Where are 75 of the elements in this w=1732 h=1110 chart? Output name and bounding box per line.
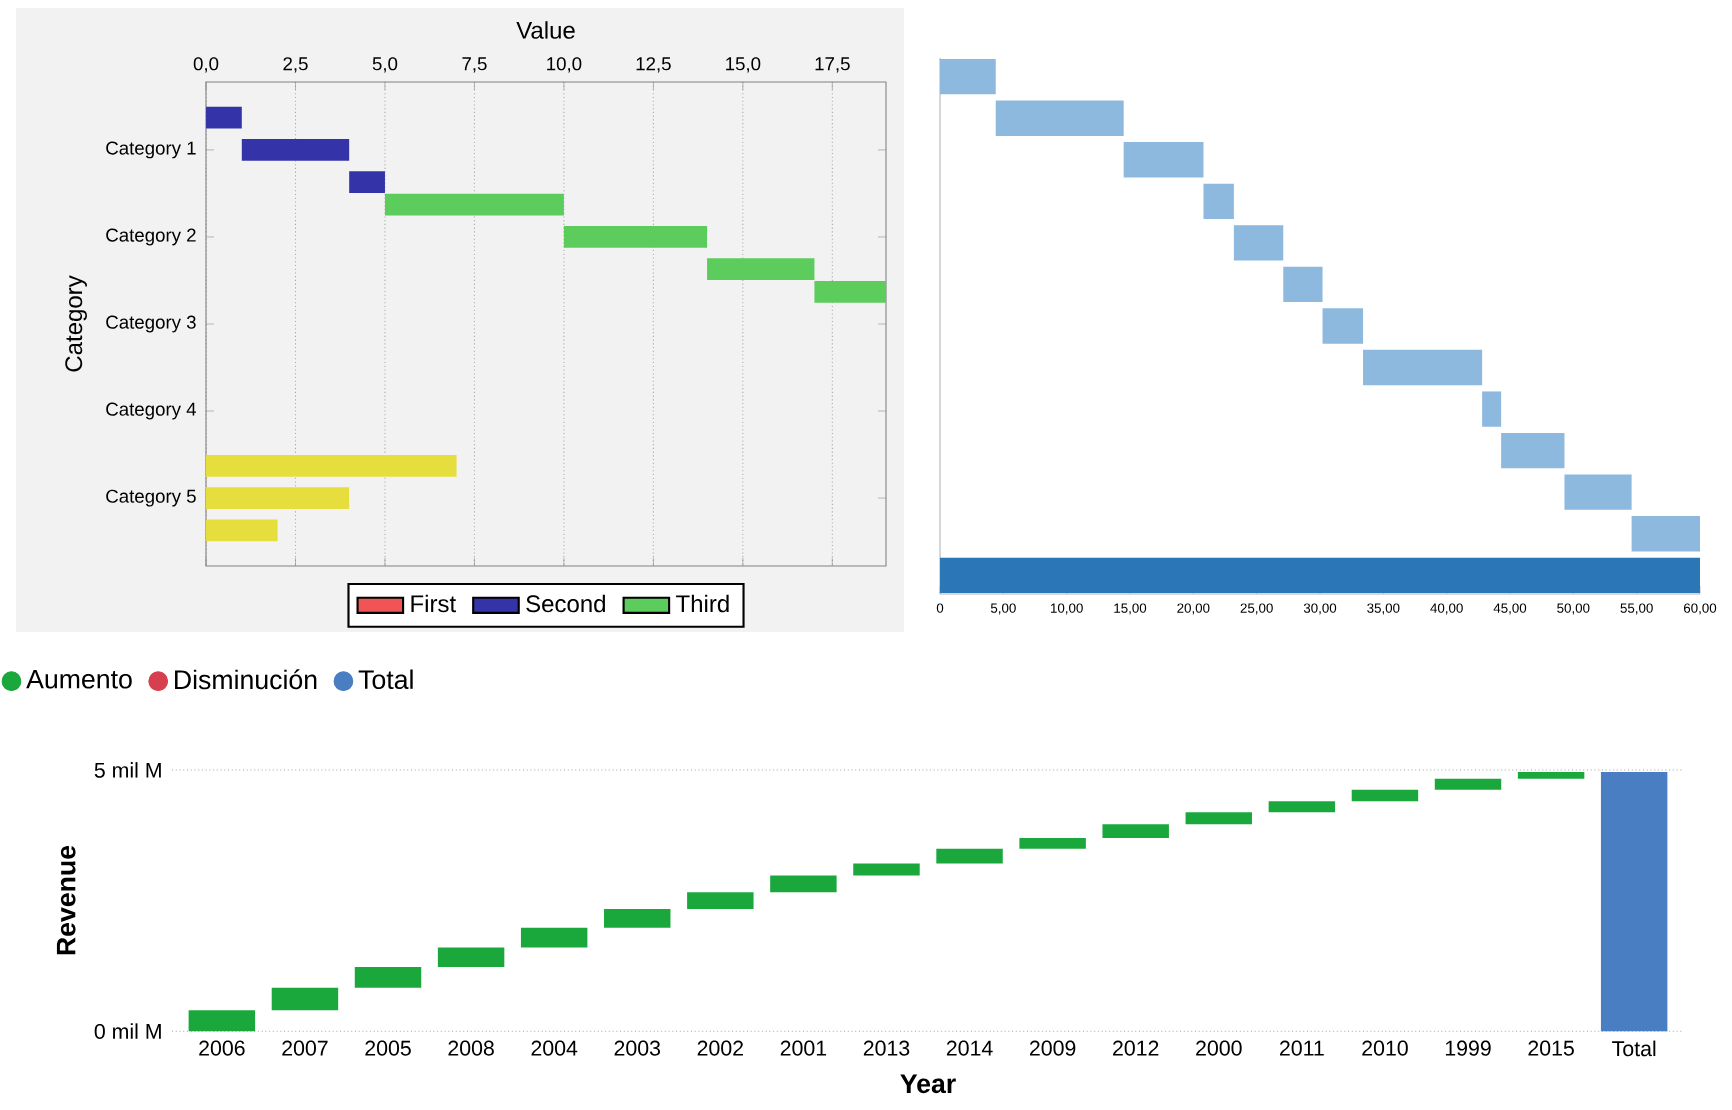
x-tick-label: 2012 (1113, 1040, 1159, 1056)
bar (1363, 349, 1483, 386)
bar (1564, 474, 1632, 510)
bar (1185, 812, 1253, 825)
bar (1233, 225, 1284, 261)
bar (1517, 772, 1585, 779)
bar (814, 280, 887, 303)
x-tick-label: 2005 (365, 1040, 411, 1056)
x-tick-label: 2011 (1280, 1040, 1324, 1056)
x-tick-label: 1999 (1445, 1040, 1491, 1056)
x-tick-label: 2003 (614, 1040, 661, 1056)
x-tick-label: 15,0 (726, 57, 761, 73)
legend-label: Disminución (175, 669, 317, 690)
bar (1501, 432, 1565, 469)
bar (354, 966, 422, 988)
y-tick-label: 0 mil M (94, 1023, 161, 1039)
bar (1434, 778, 1502, 790)
y-axis-title: Category (65, 275, 87, 372)
bar (604, 908, 671, 928)
x-tick-label: 2013 (863, 1040, 910, 1056)
bar (384, 193, 564, 216)
x-tick-label: 2014 (946, 1040, 993, 1056)
y-axis-title: Revenue (56, 845, 76, 955)
x-tick-label: 0,0 (193, 57, 219, 73)
legend-label: Second (526, 594, 605, 613)
bar (1203, 183, 1234, 219)
bar (1019, 837, 1086, 849)
x-tick-label: Total (1612, 1040, 1656, 1057)
bar (936, 848, 1003, 864)
bar (940, 59, 996, 95)
bar (188, 1010, 256, 1032)
x-tick-label: 2009 (1029, 1040, 1076, 1056)
bar (1268, 801, 1336, 813)
y-tick-label: Category 3 (106, 315, 196, 333)
x-axis-title: Year (900, 1074, 956, 1094)
x-tick-label: 2,5 (283, 57, 308, 73)
y-tick-label: Category 2 (106, 228, 196, 246)
x-tick-label: 5,0 (372, 57, 398, 73)
bar (1600, 772, 1668, 1032)
bar (437, 947, 505, 967)
bar (687, 892, 754, 909)
y-tick-label: 5 mil M (94, 762, 161, 778)
x-tick-label: 2000 (1196, 1040, 1242, 1056)
legend-label: First (411, 594, 456, 613)
x-tick-label: 2001 (780, 1040, 827, 1056)
bar (1482, 391, 1502, 427)
bar (520, 927, 588, 948)
legend-label: Aumento (26, 669, 132, 689)
x-tick-label: 2007 (282, 1040, 328, 1056)
x-tick-label: 7,5 (462, 57, 487, 73)
legend-label: Third (676, 594, 729, 613)
bar (1102, 824, 1169, 838)
x-tick-label: 2008 (448, 1040, 494, 1056)
x-tick-label: 2004 (531, 1040, 578, 1056)
x-tick-label: 2006 (199, 1040, 245, 1056)
bar (1631, 516, 1700, 552)
x-tick-label: 12,5 (636, 57, 671, 73)
bar (1123, 142, 1204, 178)
x-tick-label: 2010 (1362, 1040, 1408, 1056)
bar (1351, 789, 1419, 802)
bar (1283, 266, 1323, 303)
bar (995, 100, 1124, 136)
y-tick-label: Category 4 (106, 402, 197, 420)
y-tick-label: Category 1 (106, 141, 196, 159)
bar (770, 875, 837, 893)
x-tick-label: 2015 (1528, 1040, 1574, 1056)
bar (1322, 308, 1364, 344)
y-tick-label: Category 5 (106, 489, 196, 507)
bar (853, 863, 920, 876)
bar (271, 987, 339, 1011)
x-tick-label: 17,5 (815, 57, 850, 73)
x-axis-title: Value (516, 21, 575, 39)
legend-label: Total (358, 669, 413, 690)
x-tick-label: 2002 (697, 1040, 743, 1056)
x-tick-label: 10,0 (547, 57, 582, 73)
